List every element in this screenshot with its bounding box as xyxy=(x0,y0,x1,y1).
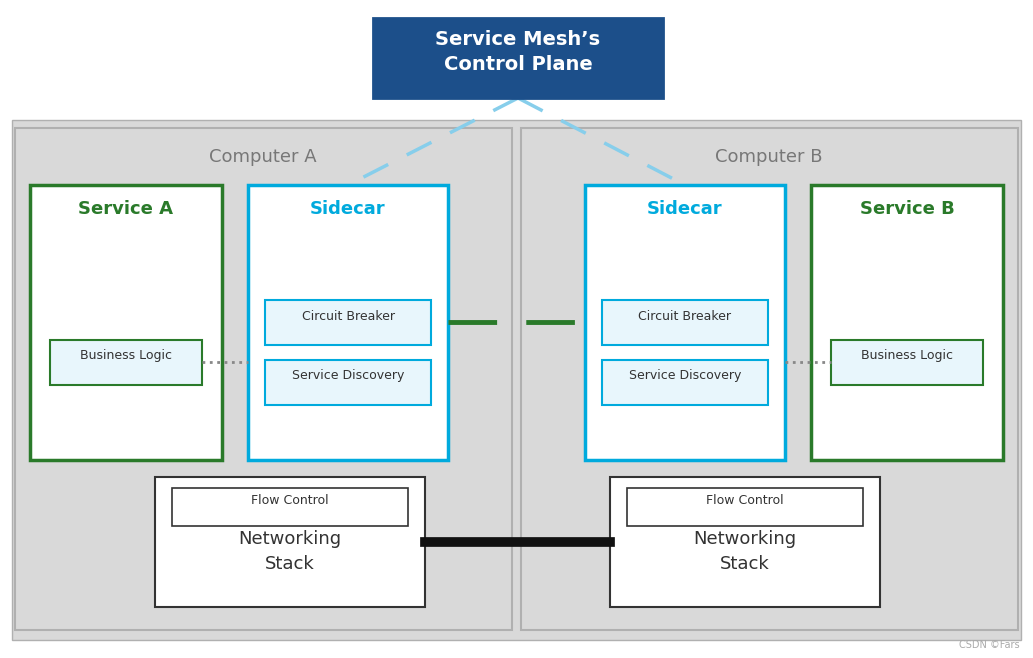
Bar xyxy=(12,120,1021,640)
Bar xyxy=(373,18,663,98)
Text: Networking
Stack: Networking Stack xyxy=(239,530,342,573)
Text: Service Mesh’s
Control Plane: Service Mesh’s Control Plane xyxy=(436,30,600,74)
Text: Sidecar: Sidecar xyxy=(310,200,385,218)
Bar xyxy=(173,488,408,526)
Bar xyxy=(248,185,448,460)
Bar xyxy=(15,128,512,630)
Text: Networking
Stack: Networking Stack xyxy=(693,530,796,573)
Bar xyxy=(155,477,425,607)
Bar xyxy=(602,360,768,405)
Bar xyxy=(811,185,1003,460)
Text: Service B: Service B xyxy=(859,200,954,218)
Bar xyxy=(611,477,880,607)
Bar xyxy=(521,128,1018,630)
Bar xyxy=(50,340,202,385)
Text: Business Logic: Business Logic xyxy=(80,349,173,363)
Bar xyxy=(265,360,431,405)
Text: Computer B: Computer B xyxy=(715,148,822,166)
Text: Flow Control: Flow Control xyxy=(707,494,784,507)
Bar xyxy=(265,300,431,345)
Text: Flow Control: Flow Control xyxy=(251,494,328,507)
Text: Sidecar: Sidecar xyxy=(648,200,723,218)
Bar xyxy=(585,185,785,460)
Bar xyxy=(831,340,983,385)
Bar xyxy=(602,300,768,345)
Text: Circuit Breaker: Circuit Breaker xyxy=(638,309,731,322)
Text: Service Discovery: Service Discovery xyxy=(291,370,404,382)
Bar xyxy=(30,185,222,460)
Text: CSDN ©Fars: CSDN ©Fars xyxy=(960,640,1020,650)
Text: Business Logic: Business Logic xyxy=(860,349,953,363)
Bar xyxy=(627,488,863,526)
Text: Service A: Service A xyxy=(79,200,174,218)
Text: Service Discovery: Service Discovery xyxy=(629,370,742,382)
Text: Computer A: Computer A xyxy=(210,148,317,166)
Text: Circuit Breaker: Circuit Breaker xyxy=(302,309,395,322)
